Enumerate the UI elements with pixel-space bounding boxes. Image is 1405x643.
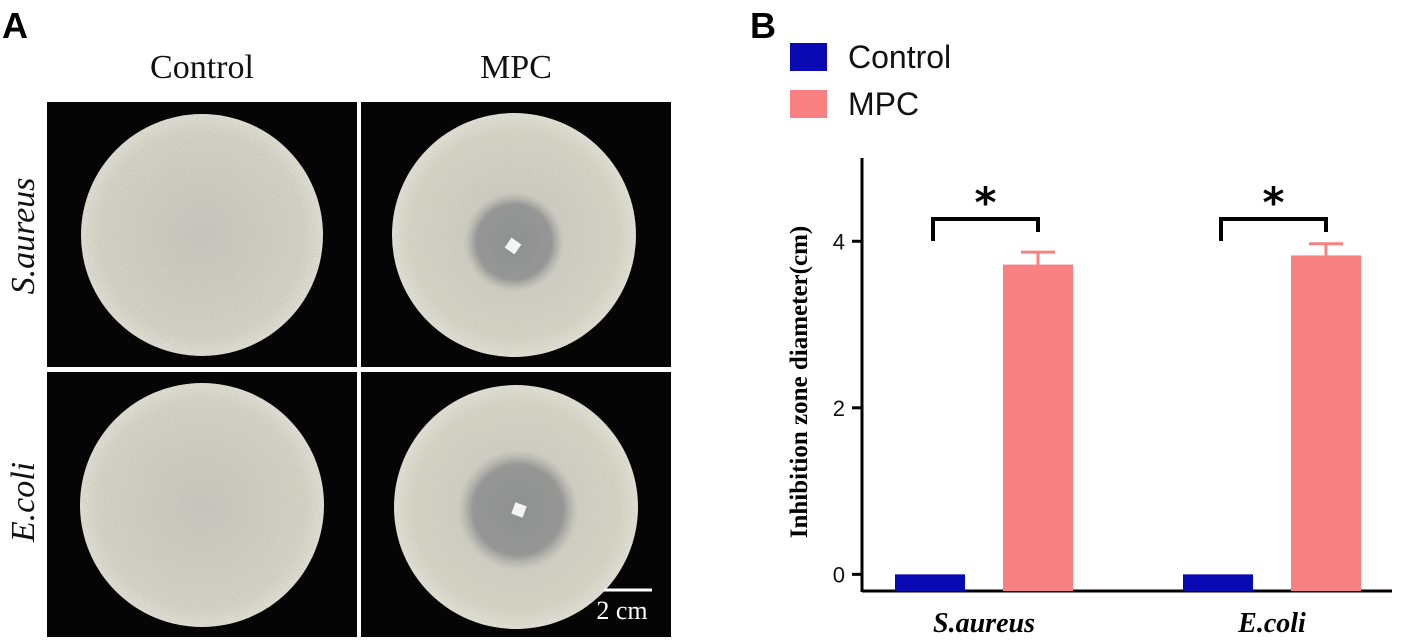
significance-bracket <box>1219 217 1328 241</box>
plate-ecoli-mpc <box>361 372 671 637</box>
scale-bar-label: 2 cm <box>596 596 647 625</box>
legend-swatch-mpc <box>790 90 827 118</box>
y-tick-label: 0 <box>833 562 845 587</box>
panel-b-letter: B <box>750 5 776 46</box>
bar-control-ecoli <box>1183 574 1253 591</box>
row-title-ecoli: E.coli <box>5 462 42 543</box>
panel-a: A Control MPC S.aureus E.coli <box>2 5 671 637</box>
significance-star: * <box>1263 178 1285 227</box>
bar-control-saureus <box>895 574 965 591</box>
legend-swatch-control <box>790 43 827 71</box>
col-title-control: Control <box>150 49 254 86</box>
x-ticks: S.aureus E.coli <box>933 608 1306 639</box>
bar-mpc-saureus <box>1003 264 1073 591</box>
significance-star: * <box>975 178 997 227</box>
row-title-saureus: S.aureus <box>5 178 42 295</box>
x-tick-label: S.aureus <box>933 608 1035 639</box>
plate-saureus-mpc <box>361 102 671 367</box>
panel-a-letter: A <box>2 5 28 46</box>
y-tick-label: 4 <box>833 229 845 254</box>
x-tick-label: E.coli <box>1237 608 1306 639</box>
legend-label-mpc: MPC <box>848 86 919 122</box>
scale-bar: 2 cm <box>596 588 652 625</box>
y-axis-label: Inhibition zone diameter(cm) <box>786 226 813 538</box>
significance-bracket <box>931 217 1040 241</box>
plate-saureus-control <box>47 102 357 367</box>
col-title-mpc: MPC <box>480 49 552 86</box>
panel-b: B Control MPC Inhibition zone diameter(c… <box>750 5 1392 639</box>
y-ticks: 0 2 4 <box>833 229 862 587</box>
y-tick-label: 2 <box>833 396 845 421</box>
legend-label-control: Control <box>848 39 951 75</box>
legend: Control MPC <box>790 39 951 122</box>
bars: * * <box>895 178 1361 592</box>
plate-ecoli-control <box>47 372 357 637</box>
bar-mpc-ecoli <box>1291 255 1361 592</box>
